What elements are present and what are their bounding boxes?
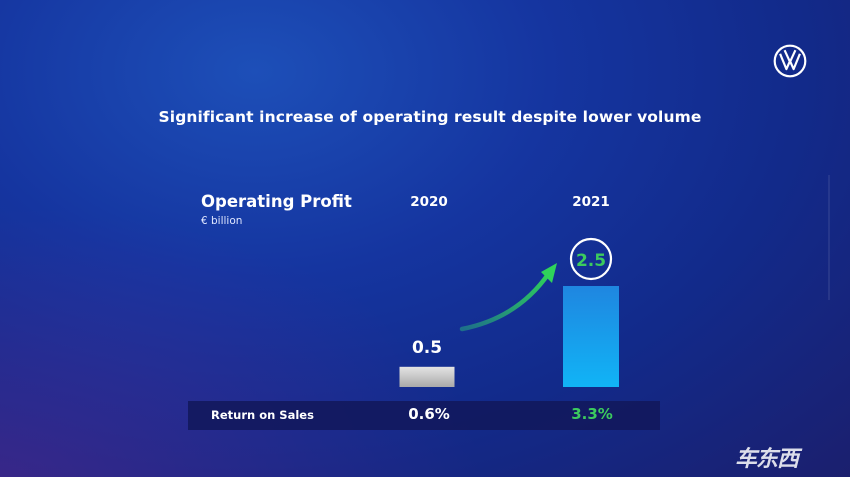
return-on-sales-label: Return on Sales xyxy=(211,408,314,422)
vw-logo-icon xyxy=(773,44,807,78)
ros-value-2021: 3.3% xyxy=(571,405,613,423)
bar-2020 xyxy=(399,366,455,387)
edge-decoration xyxy=(828,175,830,300)
bar-2021 xyxy=(563,286,619,387)
watermark-logo: 车东西 xyxy=(735,447,799,472)
year-label-2020: 2020 xyxy=(410,194,448,210)
chart-title: Operating Profit xyxy=(201,192,352,211)
page-title: Significant increase of operating result… xyxy=(158,108,702,126)
year-label-2021: 2021 xyxy=(572,194,610,210)
growth-arrow-icon xyxy=(459,263,557,332)
chart-unit: € billion xyxy=(201,215,243,227)
ros-value-2020: 0.6% xyxy=(408,405,450,423)
return-on-sales-band xyxy=(188,401,660,430)
highlight-circle xyxy=(569,237,613,281)
value-label-2021: 2.5 xyxy=(576,251,606,271)
value-label-2020: 0.5 xyxy=(412,338,442,358)
